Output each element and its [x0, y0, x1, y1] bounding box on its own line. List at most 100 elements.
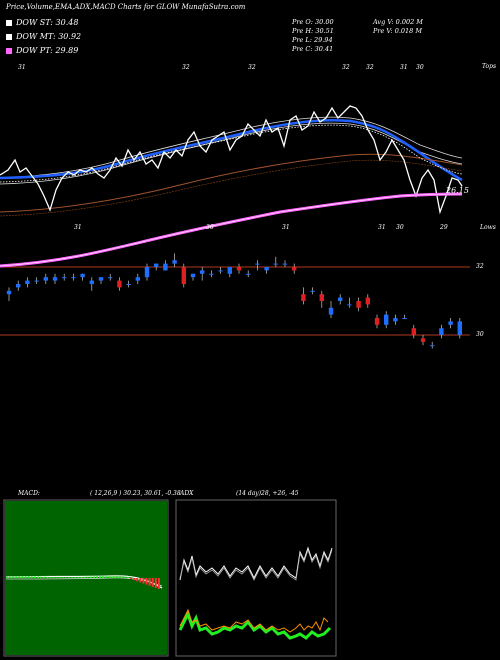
bottom-mark-2: 31 — [282, 224, 290, 231]
price-level-30: 30 — [476, 331, 484, 338]
pre-open: Pre O: 30.00 — [292, 18, 334, 26]
candle-body — [246, 273, 251, 275]
macd-hist-bar — [43, 576, 46, 578]
legend-swatch-mt — [6, 33, 12, 40]
macd-hist-bar — [157, 578, 160, 589]
macd-hist-bar — [30, 576, 33, 578]
adx-orange-line — [179, 608, 329, 633]
macd-hist-bar — [136, 578, 139, 582]
candle-body — [6, 290, 12, 295]
candle-body — [310, 290, 315, 292]
macd-hist-bar — [108, 576, 111, 578]
top-mark-2: 32 — [182, 64, 190, 71]
adx-params: (14 day)28, +26, -45 — [236, 490, 299, 497]
macd-hist-bar — [99, 576, 101, 578]
bottom-mark-5: 30 — [396, 224, 404, 231]
candle-body — [117, 280, 122, 288]
candle-body — [430, 345, 435, 347]
top-mark-3: 32 — [248, 64, 256, 71]
candle-body — [126, 284, 131, 285]
macd-hist-bar — [148, 578, 151, 586]
macd-hist-bar — [77, 577, 80, 578]
macd-hist-bar — [49, 577, 52, 578]
macd-hist-bar — [55, 577, 58, 578]
ema-brown-line — [0, 153, 463, 213]
candle-body — [393, 318, 398, 322]
candle-body — [292, 267, 297, 271]
candle-body — [190, 273, 196, 278]
legend-label-st: DOW ST: 30.48 — [16, 18, 79, 27]
candle-body — [163, 263, 168, 271]
legend-dow-pt: DOW PT: 29.89 — [6, 46, 78, 55]
bottom-mark-3: 30 — [206, 224, 214, 231]
top-mark-5: 32 — [366, 64, 374, 71]
candle-body — [402, 318, 407, 319]
candle-body — [181, 267, 186, 284]
legend-dow-mt: DOW MT: 30.92 — [6, 32, 81, 41]
bottom-mark-1: 31 — [74, 224, 82, 231]
candle-body — [89, 280, 94, 284]
adx-minus-di-line — [179, 548, 333, 581]
macd-params: ( 12,26,9 ) 30.23, 30.61, -0.38 — [90, 490, 181, 497]
macd-hist-bar — [27, 576, 30, 578]
macd-hist-bar — [151, 578, 154, 587]
macd-hist-bar — [64, 577, 67, 578]
bottom-mark-4: 31 — [378, 224, 386, 231]
macd-hist-bar — [120, 576, 123, 578]
candle-body — [301, 294, 306, 301]
adx-title: ADX — [180, 490, 194, 497]
top-mark-1: 31 — [18, 64, 26, 71]
macd-hist-bar — [117, 576, 120, 578]
candle-body — [338, 297, 343, 301]
macd-hist-bar — [130, 578, 132, 580]
price-level-32: 32 — [476, 263, 484, 270]
macd-hist-bar — [126, 576, 129, 578]
macd-hist-bar — [95, 576, 98, 578]
adx-line — [178, 610, 332, 640]
adx-plus-di-line — [179, 546, 333, 581]
candle-body — [384, 314, 389, 325]
candle-body — [52, 277, 58, 281]
pre-low: Pre L: 29.94 — [292, 36, 333, 44]
legend-label-pt: DOW PT: 29.89 — [16, 46, 79, 55]
macd-hist-bar — [9, 576, 12, 578]
avg-volume: Avg V: 0.002 M — [373, 18, 423, 26]
candlestick-series — [6, 253, 462, 349]
lows-label: Lows — [480, 224, 496, 231]
candle-body — [255, 263, 260, 265]
macd-hist-bar — [83, 576, 86, 578]
candle-body — [411, 328, 416, 335]
macd-hist-bar — [37, 576, 39, 578]
candle-body — [448, 321, 453, 325]
macd-histogram — [6, 576, 160, 589]
macd-hist-bar — [33, 576, 36, 578]
dow-pt-line — [0, 192, 463, 268]
candle-body — [356, 301, 361, 308]
macd-hist-bar — [68, 577, 70, 578]
macd-hist-bar — [139, 578, 142, 583]
macd-hist-bar — [123, 576, 126, 578]
macd-hist-bar — [12, 576, 15, 578]
candle-body — [71, 277, 76, 279]
candle-body — [319, 294, 324, 301]
macd-hist-bar — [6, 576, 8, 578]
candle-body — [34, 280, 39, 282]
macd-hist-bar — [102, 576, 105, 578]
candle-body — [80, 273, 85, 278]
macd-hist-bar — [133, 578, 136, 581]
macd-hist-bar — [21, 576, 24, 578]
ema-brown-line-2 — [0, 159, 463, 217]
candle-body — [144, 267, 150, 278]
macd-title: MACD: — [18, 490, 40, 497]
bottom-mark-6: 29 — [440, 224, 448, 231]
candle-body — [200, 270, 205, 274]
candle-body — [172, 260, 177, 264]
legend-swatch-pt — [6, 47, 12, 54]
macd-hist-bar — [114, 576, 117, 578]
top-mark-6: 31 — [400, 64, 408, 71]
candle-body — [16, 284, 21, 288]
candle-body — [218, 270, 223, 272]
candle-body — [135, 277, 140, 281]
pt-value-label: 26.15 — [446, 186, 469, 195]
